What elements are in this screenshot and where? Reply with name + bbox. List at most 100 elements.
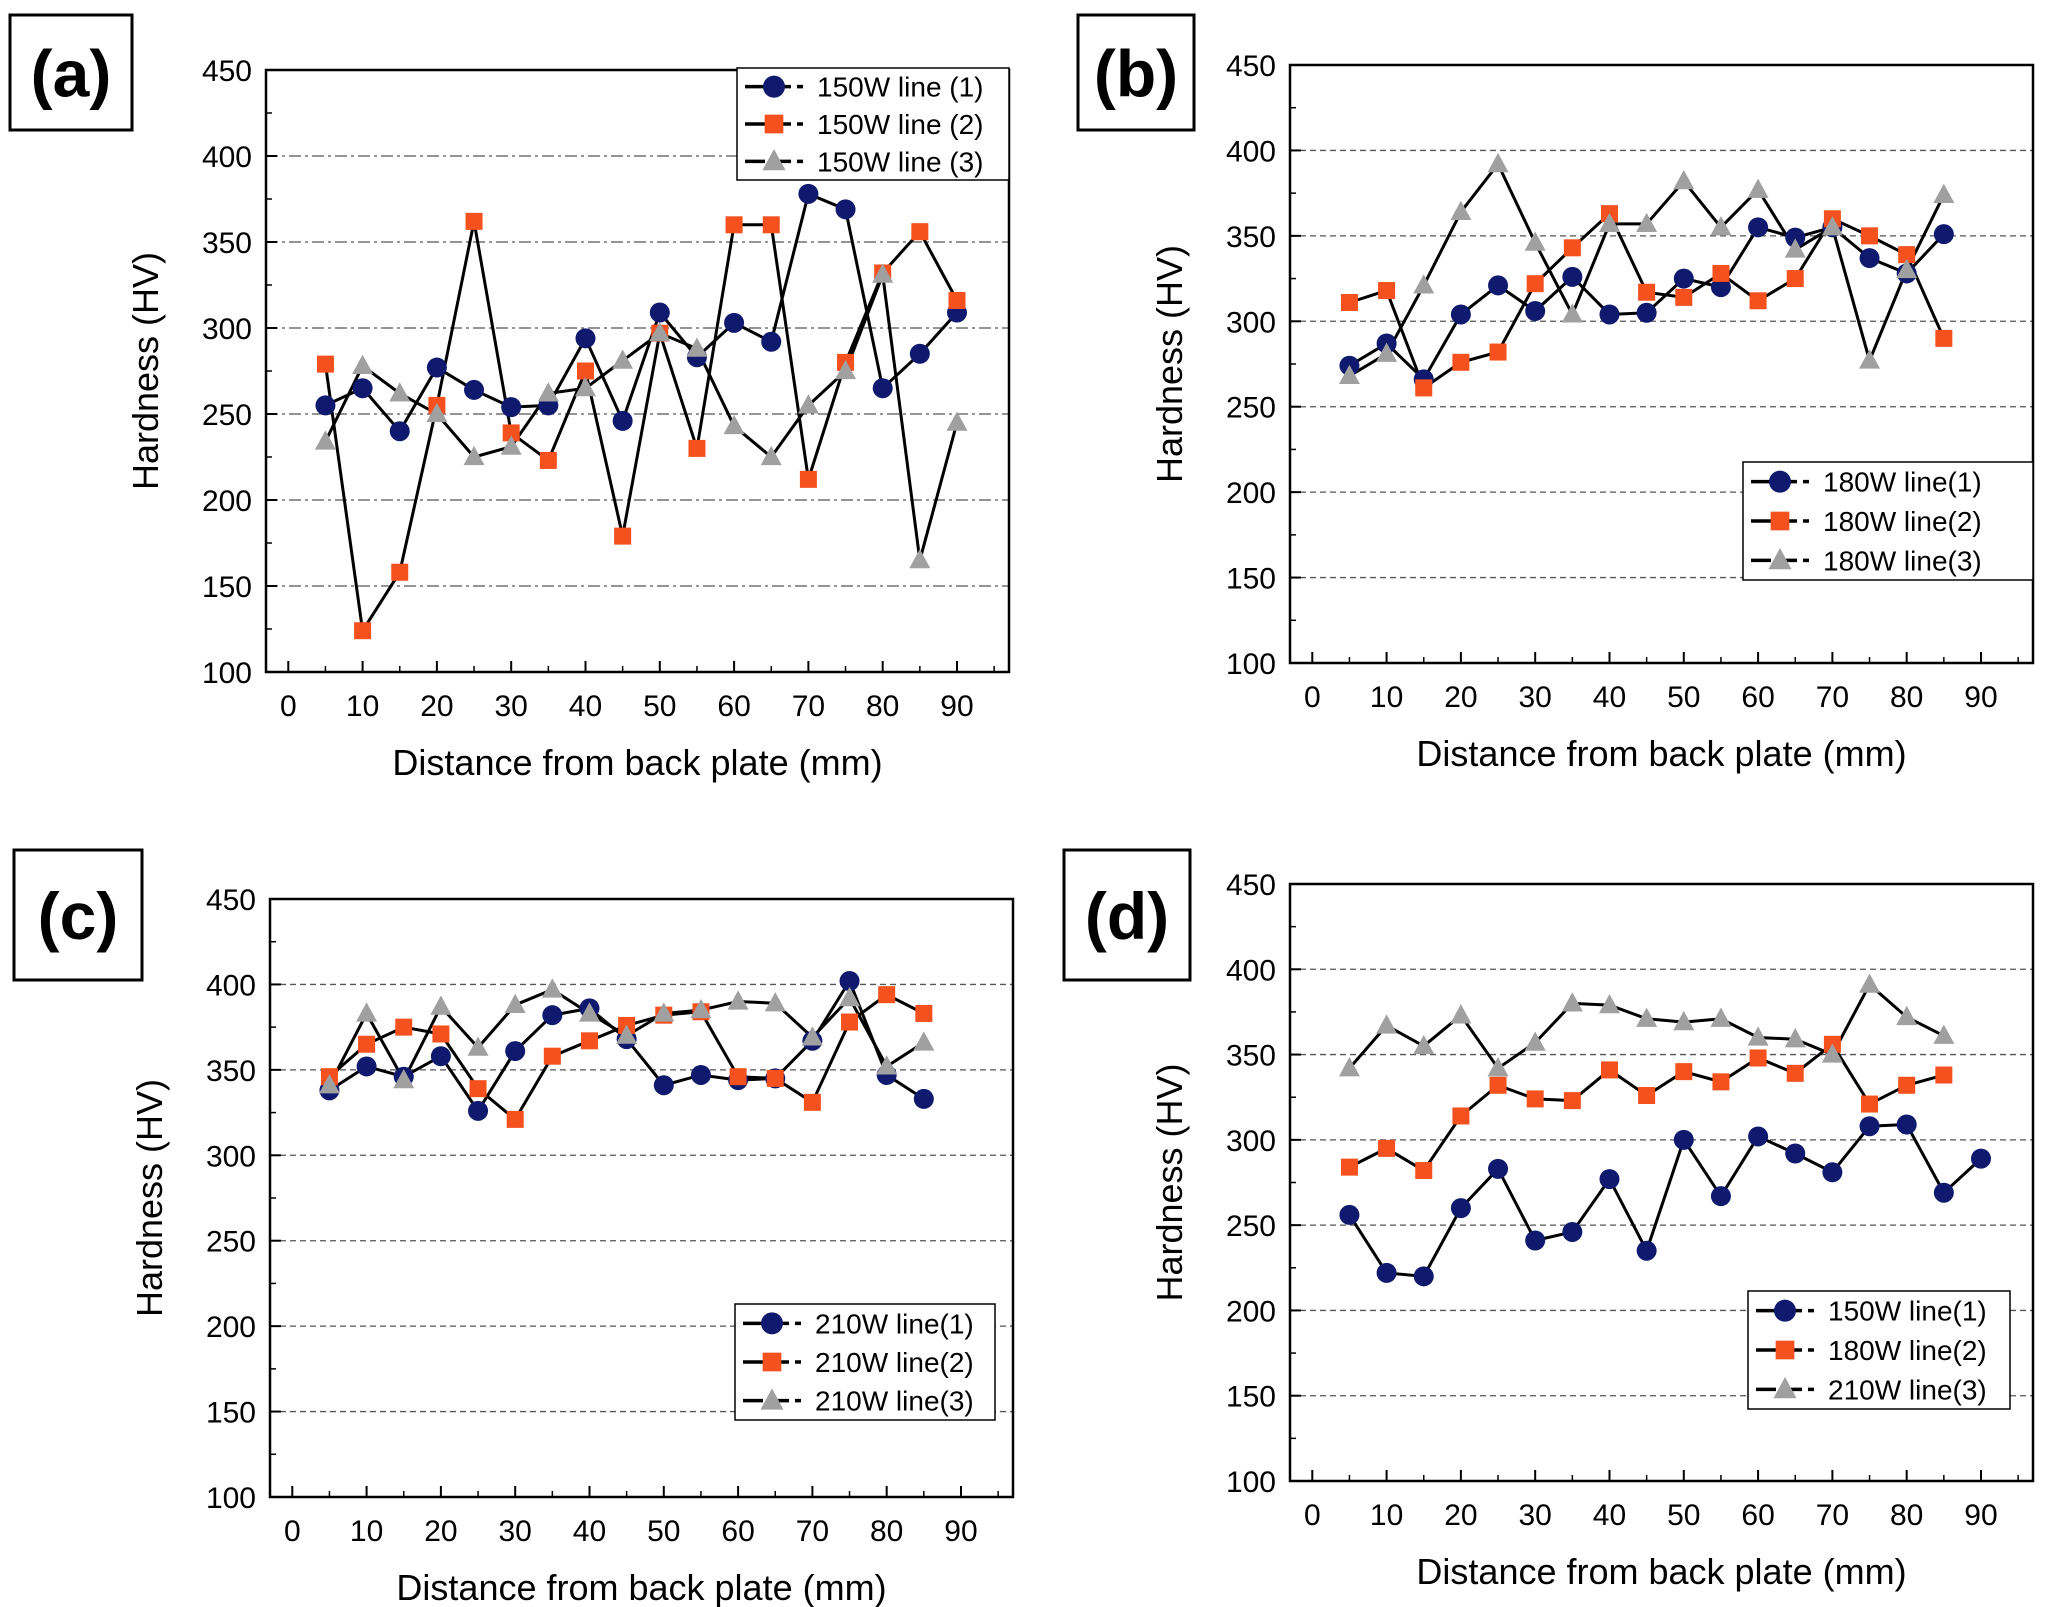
y-axis-title: Hardness (HV): [1149, 245, 1190, 483]
data-point-s0-15: [872, 378, 893, 399]
series-line-2: [324, 274, 959, 561]
plot-frame: [264, 68, 1011, 674]
legend-marker-0: [1769, 470, 1791, 493]
data-point-s1-14: [1861, 227, 1879, 245]
data-point-s0-14: [839, 971, 860, 992]
data-point-s2-3: [1450, 200, 1472, 221]
legend-label-2: 150W line (3): [817, 146, 984, 177]
x-tick-label: 0: [284, 1515, 301, 1548]
data-point-s2-5: [500, 435, 522, 455]
y-tick-label: 150: [202, 571, 252, 604]
y-tick-label: 300: [202, 313, 252, 346]
data-point-s2-2: [1413, 274, 1435, 294]
data-point-s2-11: [1747, 1026, 1769, 1046]
data-point-s1-9: [1675, 288, 1693, 306]
data-point-s2-12: [764, 992, 786, 1012]
x-tick-label: 70: [792, 690, 825, 723]
data-point-s0-16: [1933, 1182, 1954, 1203]
y-tick-label: 100: [206, 1482, 256, 1515]
x-tick-label: 90: [940, 690, 973, 723]
series-line-1: [323, 221, 959, 635]
y-tick-label: 200: [206, 1311, 256, 1344]
x-tick-label: 20: [1444, 681, 1477, 714]
data-point-s2-3: [430, 995, 452, 1015]
x-tick-label: 60: [717, 690, 750, 723]
data-point-s2-17: [946, 411, 968, 431]
y-tick-label: 400: [1226, 954, 1276, 987]
x-tick-label: 50: [647, 1515, 680, 1548]
data-point-s1-6: [539, 451, 557, 469]
y-tick-label: 450: [1226, 869, 1276, 902]
data-point-s1-14: [841, 1013, 859, 1031]
data-point-s0-10: [1710, 1186, 1731, 1207]
data-point-s1-5: [1526, 1090, 1544, 1108]
y-tick-label: 350: [1226, 221, 1276, 254]
series-line-0: [324, 191, 959, 434]
data-point-s1-15: [1898, 246, 1916, 264]
data-point-s0-7: [1599, 1169, 1620, 1190]
data-point-s1-12: [766, 1069, 784, 1087]
data-point-s2-15: [876, 1055, 898, 1075]
chart-panel-1: (b) 100 150 200 250 300 350 400 450 0 10 20 30 40 50 60…: [1076, 13, 2035, 774]
data-point-s2-14: [1859, 973, 1881, 993]
data-point-s1-10: [1712, 1073, 1730, 1091]
y-tick-label: 200: [1226, 1295, 1276, 1328]
data-point-s1-13: [799, 470, 817, 488]
data-point-s1-16: [911, 223, 929, 241]
data-point-s2-1: [1376, 342, 1398, 362]
chart-panel-3: (d) 100 150 200 250 300 350 400 450 0 10 20 30 40 50 60…: [1062, 848, 2035, 1592]
data-point-s2-16: [1933, 1024, 1955, 1044]
data-point-s1-15: [1898, 1076, 1916, 1094]
data-point-s2-4: [463, 445, 485, 466]
panel-label-box: [12, 848, 144, 982]
x-tick-label: 0: [1304, 1499, 1321, 1532]
x-tick-label: 0: [280, 690, 297, 723]
x-tick-label: 70: [1816, 1499, 1849, 1532]
y-tick-label: 250: [206, 1226, 256, 1259]
data-point-s0-11: [724, 312, 745, 333]
data-point-s2-6: [537, 382, 559, 402]
plot-frame: [1288, 882, 2035, 1483]
x-tick-label: 30: [1519, 681, 1552, 714]
data-point-s2-3: [426, 402, 448, 423]
y-tick-label: 250: [1226, 392, 1276, 425]
data-point-s2-10: [686, 337, 708, 357]
data-point-s2-2: [393, 1068, 415, 1089]
data-point-s2-14: [839, 986, 861, 1007]
data-point-s2-14: [1859, 349, 1881, 369]
legend-marker-2: [762, 149, 786, 171]
data-point-s0-0: [315, 395, 336, 416]
series-line-1: [1348, 211, 1946, 391]
data-point-s1-9: [1675, 1063, 1693, 1081]
data-point-s1-6: [543, 1047, 561, 1065]
data-point-s1-6: [1563, 239, 1581, 257]
x-tick-label: 80: [870, 1515, 903, 1548]
data-point-s1-6: [1563, 1092, 1581, 1110]
data-point-s1-7: [580, 1032, 598, 1050]
data-point-s0-13: [798, 183, 819, 204]
data-point-s2-2: [389, 382, 411, 402]
data-point-s2-10: [1710, 1007, 1732, 1027]
data-point-s0-6: [1562, 1221, 1583, 1242]
data-point-s1-15: [878, 986, 896, 1004]
y-tick-label: 150: [206, 1397, 256, 1430]
x-tick-label: 10: [350, 1515, 383, 1548]
data-point-s2-16: [1933, 183, 1955, 203]
x-tick-label: 70: [1816, 681, 1849, 714]
data-point-s0-6: [542, 1005, 563, 1026]
x-tick-label: 90: [1964, 1499, 1997, 1532]
y-tick-label: 150: [1226, 1381, 1276, 1414]
data-point-s0-8: [1636, 302, 1657, 323]
data-point-s0-5: [505, 1041, 526, 1062]
x-tick-label: 60: [721, 1515, 754, 1548]
data-point-s0-0: [1339, 1204, 1360, 1225]
y-tick-label: 300: [1226, 1125, 1276, 1158]
data-point-s2-15: [872, 263, 894, 283]
data-point-s0-9: [1673, 268, 1694, 289]
data-point-s0-8: [1636, 1240, 1657, 1261]
legend-label-1: 150W line (2): [817, 109, 984, 140]
legend-label-1: 180W line(2): [1828, 1335, 1987, 1366]
data-point-s0-2: [1413, 1266, 1434, 1287]
x-tick-label: 20: [424, 1515, 457, 1548]
